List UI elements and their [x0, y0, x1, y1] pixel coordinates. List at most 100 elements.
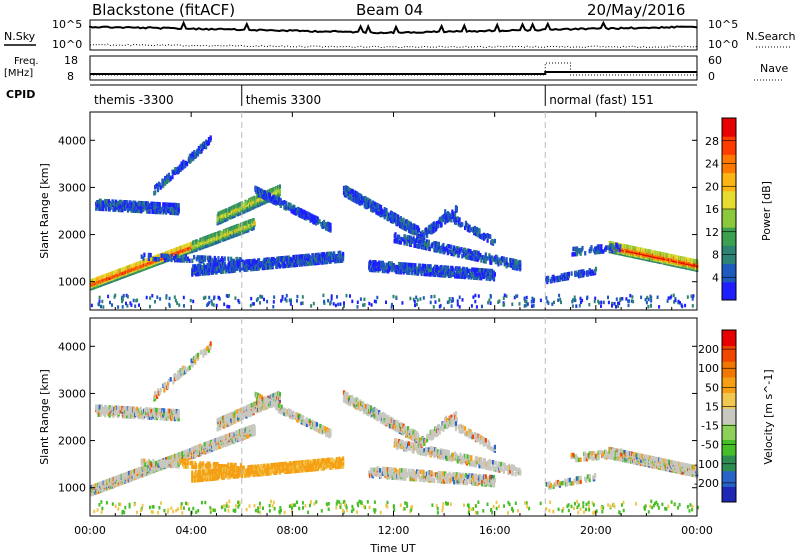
echo-cell [484, 252, 487, 257]
echo-cell [115, 199, 118, 205]
echo-cell [433, 294, 436, 299]
echo-cell [289, 203, 292, 208]
echo-cell [258, 191, 262, 196]
echo-cell [493, 272, 496, 277]
echo-cell [285, 293, 288, 298]
y-tick-label: 1000 [58, 276, 86, 289]
echo-cell [419, 234, 422, 240]
nsky-panel: N.Sky 10^5 10^0 10^5 10^0 N.Search [4, 18, 796, 51]
echo-cell [598, 301, 600, 305]
echo-cell [571, 304, 574, 308]
echo-cell [420, 271, 423, 276]
echo-cell [301, 295, 304, 299]
echo-cell [457, 220, 460, 225]
echo-cell [434, 300, 437, 304]
echo-cell [617, 304, 620, 308]
echo-cell [208, 267, 211, 272]
echo-cell [193, 150, 196, 155]
echo-cell [186, 256, 189, 261]
echo-cell [579, 300, 582, 305]
echo-cell [154, 190, 157, 195]
echo-cell [221, 258, 225, 263]
echo-cell [422, 296, 425, 300]
echo-cell [385, 300, 387, 304]
echo-cell [429, 264, 432, 269]
echo-cell [272, 300, 275, 304]
echo-cell [673, 300, 676, 304]
echo-cell [588, 302, 591, 307]
echo-cell [149, 252, 152, 258]
echo-cell [579, 251, 582, 256]
echo-cell [202, 259, 205, 264]
echo-cell [216, 262, 219, 267]
echo-cell [98, 299, 101, 303]
echo-cell [481, 304, 483, 309]
echo-cell [313, 220, 316, 225]
echo-cell [333, 251, 336, 256]
echo-cell [516, 261, 519, 266]
echo-cell [600, 300, 603, 305]
echo-cell [545, 296, 548, 300]
echo-cell [417, 227, 421, 233]
echo-cell [448, 249, 451, 254]
echo-cell [386, 211, 389, 217]
echo-cell [523, 304, 526, 308]
echo-cell [446, 300, 449, 305]
echo-cell [300, 301, 303, 306]
echo-cell [270, 257, 273, 262]
echo-cell [456, 303, 459, 307]
echo-cell [442, 242, 445, 248]
echo-cell [101, 299, 104, 304]
echo-cell [221, 269, 225, 274]
echo-cell [439, 249, 442, 254]
echo-cell [382, 262, 385, 267]
echo-cell [600, 244, 603, 249]
echo-cell [423, 232, 426, 237]
echo-cell [196, 255, 199, 260]
echo-cell [397, 214, 400, 220]
echo-cell [408, 262, 411, 268]
echo-cell [385, 262, 388, 268]
echo-cell [461, 254, 464, 259]
echo-cell [159, 185, 162, 190]
echo-cell [157, 208, 160, 213]
echo-cell [225, 294, 228, 298]
echo-cell [553, 276, 556, 281]
echo-cell [627, 303, 630, 308]
echo-cell [156, 183, 159, 188]
echo-cell [310, 304, 313, 308]
y-tick-label: 4000 [58, 134, 86, 147]
echo-cell [206, 303, 209, 307]
echo-cell [492, 257, 495, 262]
echo-cell [692, 294, 695, 298]
echo-cell [415, 295, 418, 300]
echo-cell [508, 262, 511, 268]
echo-cell [98, 295, 101, 300]
echo-cell [475, 230, 478, 235]
echo-cell [619, 297, 622, 301]
echo-cell [409, 296, 412, 301]
echo-cell [414, 303, 416, 308]
echo-cell [426, 233, 429, 238]
echo-cell [461, 248, 464, 254]
echo-cell [147, 252, 150, 258]
echo-cell [125, 301, 127, 306]
echo-cell [482, 273, 486, 278]
echo-cell [650, 304, 652, 308]
echo-cell [621, 297, 624, 301]
echo-cell [646, 295, 649, 300]
echo-cell [272, 305, 275, 309]
echo-cell [650, 249, 654, 255]
echo-cell [497, 300, 500, 304]
echo-cell [105, 205, 108, 210]
echo-cell [573, 252, 576, 257]
echo-cell [412, 297, 415, 302]
echo-cell [334, 303, 337, 308]
echo-cell [342, 251, 345, 257]
echo-cell [619, 244, 622, 249]
echo-cell [437, 241, 440, 247]
echo-cell [479, 252, 482, 258]
echo-cell [213, 296, 215, 301]
echo-cell [586, 296, 588, 301]
